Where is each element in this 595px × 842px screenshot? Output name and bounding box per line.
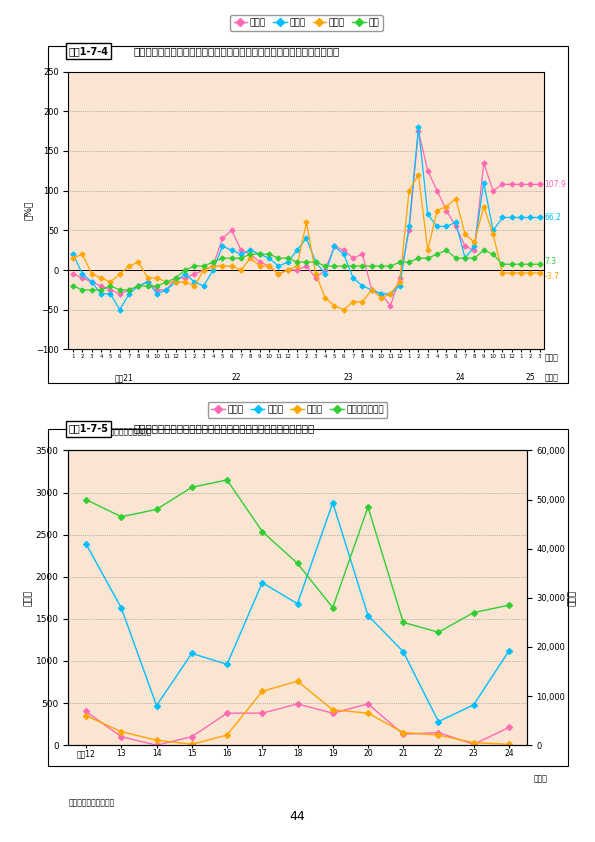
Text: 岩手県、宮城県、福島県における新設住宅着工戸数（前年同月比）の推移: 岩手県、宮城県、福島県における新設住宅着工戸数（前年同月比）の推移 — [134, 46, 340, 56]
Y-axis label: （戸）: （戸） — [24, 589, 33, 606]
Text: 44: 44 — [290, 811, 305, 823]
Text: -3.7: -3.7 — [544, 273, 559, 281]
Y-axis label: （%）: （%） — [24, 200, 33, 221]
Y-axis label: （戸）: （戸） — [568, 589, 577, 606]
Text: 平成21: 平成21 — [115, 373, 134, 382]
Text: 岩手県、宮城県、福島県における新築マンション供給戸数の推移: 岩手県、宮城県、福島県における新築マンション供給戸数の推移 — [134, 424, 315, 434]
Legend: 岩手県, 宮城県, 福島県, 全国: 岩手県, 宮城県, 福島県, 全国 — [230, 15, 383, 31]
Text: 24: 24 — [456, 373, 465, 382]
Text: 23: 23 — [344, 373, 353, 382]
Text: 資料：国土交通省「建築着工統計調査」: 資料：国土交通省「建築着工統計調査」 — [68, 427, 152, 436]
Text: （月）: （月） — [544, 353, 558, 362]
Text: 25: 25 — [525, 373, 536, 382]
Text: （年）: （年） — [534, 775, 547, 784]
Text: 図表1-7-4: 図表1-7-4 — [68, 46, 108, 56]
Legend: 岩手県, 宮城県, 福島県, 東京都（右軸）: 岩手県, 宮城県, 福島県, 東京都（右軸） — [208, 402, 387, 418]
Text: 107.9: 107.9 — [544, 180, 566, 189]
Text: 資料：㈱東京カンテイ: 資料：㈱東京カンテイ — [68, 798, 115, 807]
Text: （年）: （年） — [544, 373, 558, 382]
Text: 66.2: 66.2 — [544, 213, 561, 222]
Text: 22: 22 — [231, 373, 241, 382]
Text: 図表1-7-5: 図表1-7-5 — [68, 424, 108, 434]
Text: 7.3: 7.3 — [544, 257, 556, 265]
